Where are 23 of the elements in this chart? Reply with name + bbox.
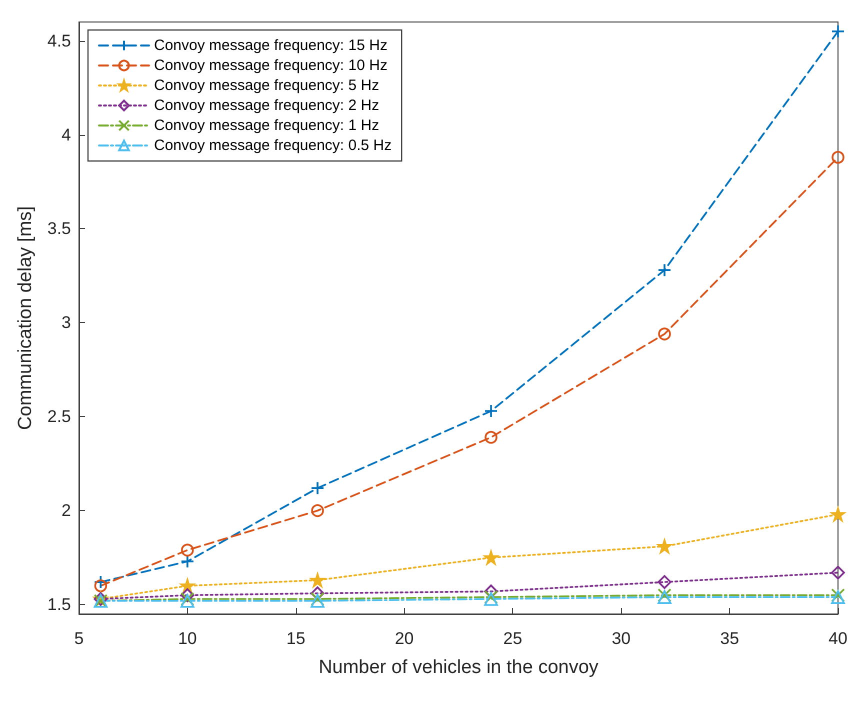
y-tick-label: 2 bbox=[62, 501, 71, 520]
x-tick-label: 10 bbox=[178, 629, 197, 648]
legend-label: Convoy message frequency: 15 Hz bbox=[154, 37, 388, 54]
legend-label: Convoy message frequency: 1 Hz bbox=[154, 117, 380, 134]
x-tick-label: 30 bbox=[612, 629, 631, 648]
x-tick-label: 15 bbox=[286, 629, 306, 648]
x-tick-label: 5 bbox=[74, 629, 84, 648]
y-tick-label: 3 bbox=[62, 313, 71, 332]
legend-label: Convoy message frequency: 2 Hz bbox=[154, 97, 380, 114]
x-tick-label: 40 bbox=[828, 629, 848, 648]
x-tick-label: 35 bbox=[720, 629, 740, 648]
legend-label: Convoy message frequency: 0.5 Hz bbox=[154, 137, 392, 154]
y-axis-title: Communication delay [ms] bbox=[15, 206, 36, 430]
legend-label: Convoy message frequency: 5 Hz bbox=[154, 77, 380, 94]
x-tick-label: 25 bbox=[503, 629, 522, 648]
legend-label: Convoy message frequency: 10 Hz bbox=[154, 57, 388, 74]
x-tick-label: 20 bbox=[394, 629, 414, 648]
x-axis-title: Number of vehicles in the convoy bbox=[318, 657, 599, 678]
y-tick-label: 3.5 bbox=[47, 219, 71, 238]
y-tick-label: 1.5 bbox=[47, 595, 71, 614]
y-tick-label: 4 bbox=[62, 125, 71, 144]
y-tick-label: 2.5 bbox=[47, 407, 71, 426]
y-tick-label: 4.5 bbox=[47, 31, 71, 50]
